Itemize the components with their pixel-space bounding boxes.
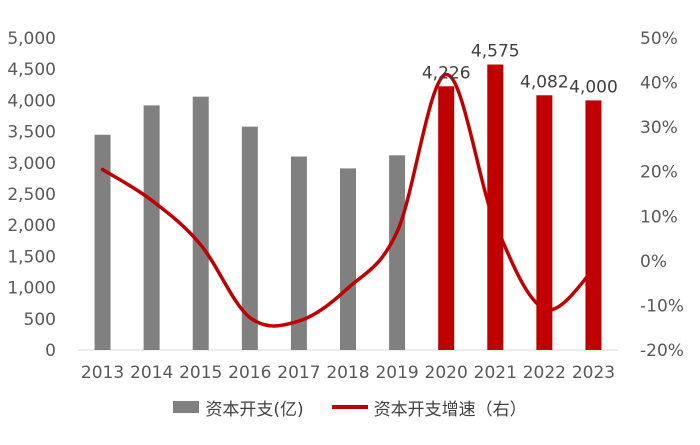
x-tick-label: 2023 (572, 363, 615, 383)
bar-data-label: 4,000 (569, 77, 618, 97)
right-tick-label: -10% (640, 296, 684, 316)
bar (389, 155, 406, 350)
x-tick-label: 2015 (179, 363, 222, 383)
bar (290, 156, 307, 350)
bar (192, 96, 209, 350)
left-tick-label: 4,000 (7, 91, 56, 111)
right-tick-label: 10% (640, 207, 678, 227)
bar (241, 126, 258, 350)
legend: 资本开支(亿) 资本开支增速（右） (0, 392, 700, 422)
left-tick-label: 500 (24, 310, 56, 330)
bar (340, 168, 356, 350)
legend-item-capex: 资本开支(亿) (173, 395, 304, 420)
left-tick-label: 3,000 (7, 154, 56, 174)
bar (438, 86, 455, 350)
right-tick-label: 0% (640, 252, 667, 272)
x-tick-label: 2018 (326, 363, 369, 383)
left-tick-label: 2,500 (7, 185, 56, 205)
legend-swatch-bar (173, 401, 200, 413)
x-axis: 2013 2014 2015 2016 2017 2018 2019 2020 2021 2022… (81, 363, 615, 383)
growth-line (100, 72, 596, 328)
left-tick-label: 3,500 (7, 123, 56, 143)
right-tick-label: 20% (640, 163, 678, 183)
legend-item-growth: 资本开支增速（右） (331, 395, 527, 420)
left-axis: 0 500 1,000 1,500 2,000 2,500 3,000 3,500 4,000 4… (7, 29, 56, 361)
right-tick-label: 40% (640, 74, 678, 94)
legend-label-capex: 资本开支(亿) (205, 399, 304, 420)
bar-series (94, 64, 602, 351)
bar-data-label: 4,082 (520, 72, 569, 92)
chart-area: 05001,0001,5002,0002,5003,0003,5004,0004… (7, 29, 684, 383)
left-tick-label: 1,500 (7, 247, 56, 267)
bar (143, 105, 160, 350)
line-series (100, 72, 596, 328)
bar (585, 100, 602, 351)
right-axis: -20% -10% 0% 10% 20% 30% 40% 50% (640, 29, 684, 361)
x-tick-label: 2014 (130, 363, 173, 383)
x-tick-label: 2017 (277, 363, 320, 383)
x-tick-label: 2021 (474, 363, 517, 383)
left-tick-label: 4,500 (7, 60, 56, 80)
left-tick-label: 5,000 (7, 29, 56, 49)
x-tick-label: 2016 (228, 363, 271, 383)
bar-data-label: 4,575 (471, 42, 520, 62)
x-tick-label: 2020 (425, 363, 468, 383)
bar (94, 134, 111, 350)
right-tick-label: 50% (640, 29, 678, 49)
left-tick-label: 0 (45, 341, 56, 361)
bar-data-label: 4,226 (422, 63, 471, 83)
x-tick-label: 2022 (523, 363, 566, 383)
x-tick-label: 2019 (375, 363, 418, 383)
legend-swatch-line (331, 405, 368, 409)
x-tick-label: 2013 (81, 363, 124, 383)
left-tick-label: 1,000 (7, 279, 56, 299)
legend-label-growth: 资本开支增速（右） (373, 399, 527, 420)
right-tick-label: -20% (640, 341, 684, 361)
bar (487, 64, 504, 351)
right-tick-label: 30% (640, 118, 678, 138)
left-tick-label: 2,000 (7, 216, 56, 236)
bar (536, 95, 553, 350)
